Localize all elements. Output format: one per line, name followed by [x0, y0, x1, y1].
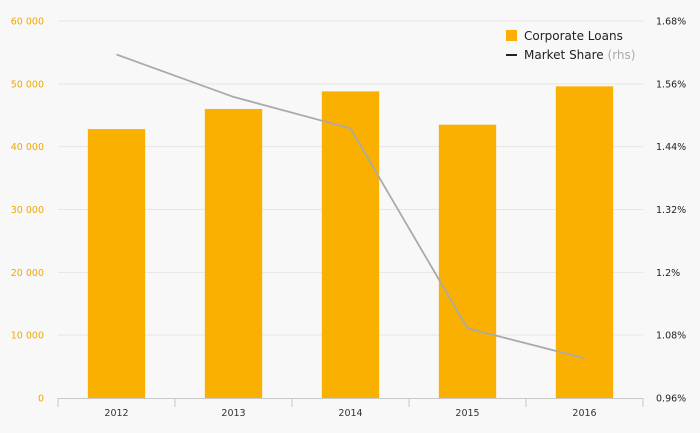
y-left-tick-label: 20 000 — [11, 268, 44, 279]
y-right-tick-label: 1.08% — [656, 331, 686, 342]
y-axis-left: 0 10 000 20 000 30 000 40 000 50 000 60 000 — [11, 17, 44, 405]
legend-swatch-corporate-loans — [506, 30, 517, 41]
x-axis: 2012 2013 2014 2015 2016 — [57, 398, 644, 419]
y-right-tick-label: 0.96% — [656, 394, 686, 405]
y-left-tick-label: 30 000 — [11, 205, 44, 216]
x-tick-label: 2012 — [104, 408, 128, 419]
bar-corporate-loans — [321, 91, 380, 398]
bar-corporate-loans — [555, 86, 614, 398]
line-series — [116, 53, 585, 360]
y-right-tick-label: 1.68% — [656, 17, 686, 28]
bar-corporate-loans — [438, 124, 497, 399]
y-right-tick-label: 1.32% — [656, 205, 686, 216]
y-left-tick-label: 60 000 — [11, 17, 44, 28]
legend-label-market-share: Market Share (rhs) — [524, 48, 635, 62]
legend-label-corporate-loans: Corporate Loans — [524, 29, 623, 43]
y-left-tick-label: 10 000 — [11, 331, 44, 342]
y-right-tick-label: 1.56% — [656, 79, 686, 90]
y-left-tick-label: 0 — [38, 394, 44, 405]
x-tick-label: 2016 — [572, 408, 596, 419]
x-tick-label: 2015 — [455, 408, 479, 419]
y-axis-right: 0.96% 1.08% 1.2% 1.32% 1.44% 1.56% 1.68% — [656, 17, 686, 405]
bar-series — [87, 86, 614, 399]
bar-corporate-loans — [204, 108, 263, 398]
y-left-tick-label: 50 000 — [11, 79, 44, 90]
x-tick-label: 2013 — [221, 408, 245, 419]
bar-corporate-loans — [87, 129, 146, 398]
y-right-tick-label: 1.44% — [656, 142, 686, 153]
legend: Corporate Loans Market Share (rhs) — [506, 29, 635, 62]
y-left-tick-label: 40 000 — [11, 142, 44, 153]
x-tick-label: 2014 — [338, 408, 362, 419]
y-right-tick-label: 1.2% — [656, 268, 680, 279]
